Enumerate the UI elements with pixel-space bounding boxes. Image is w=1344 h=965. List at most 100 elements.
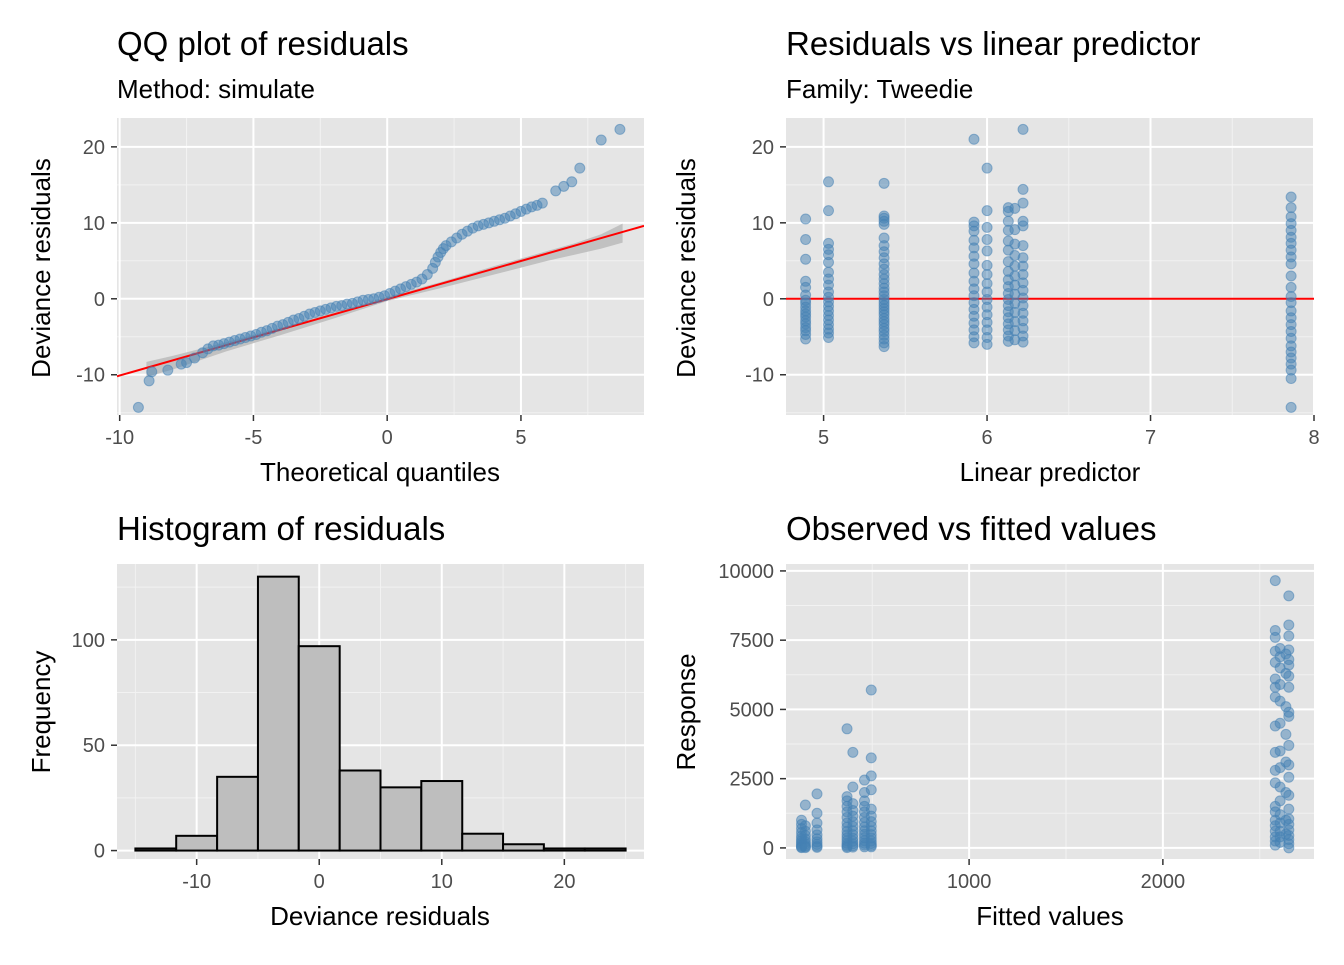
observed-fitted-point: [865, 784, 877, 796]
resid-linpred-x-tick-label: 7: [1145, 427, 1156, 449]
residuals-vs-linpred-plot-area: 5 6 7 8 -10 0 10 20: [745, 118, 1320, 449]
histogram-bar: [542, 847, 586, 852]
histogram-bar: [420, 780, 464, 852]
histogram-bar: [502, 843, 545, 852]
qq-y-tick-label: 20: [83, 137, 105, 159]
residual-point: [968, 337, 980, 349]
observed-fitted-point: [847, 841, 859, 853]
residual-point: [800, 333, 812, 345]
residual-point: [1285, 258, 1297, 270]
observed-fitted-point: [847, 781, 859, 793]
qq-y-tick-label: -10: [76, 365, 105, 387]
residual-point: [823, 256, 835, 268]
histogram-bar: [216, 775, 259, 852]
residual-point: [1285, 281, 1297, 293]
observed-fitted-point: [1280, 728, 1292, 740]
resid-linpred-y-tick-label: 20: [752, 137, 774, 159]
residual-point: [800, 234, 812, 246]
histogram-bar: [338, 769, 382, 852]
histogram-title: Histogram of residuals: [117, 510, 445, 547]
obs-fitted-x-tick-label: 1000: [947, 871, 992, 893]
observed-fitted-point: [1283, 739, 1295, 751]
residual-point: [981, 338, 993, 350]
qq-plot-y-axis-title: Deviance residuals: [26, 158, 56, 378]
residuals-vs-linpred-y-axis-title: Deviance residuals: [671, 158, 701, 378]
residual-point: [1285, 202, 1297, 214]
observed-fitted-point: [1274, 717, 1286, 729]
qq-point: [143, 375, 155, 387]
histogram-y-tick-label: 0: [94, 841, 105, 863]
qq-y-tick-label: 0: [94, 289, 105, 311]
resid-linpred-y-tick-label: 10: [752, 213, 774, 235]
qq-point: [189, 352, 201, 364]
observed-vs-fitted-x-axis-title: Fitted values: [976, 901, 1123, 931]
observed-fitted-point: [1274, 795, 1286, 807]
resid-linpred-x-tick-label: 8: [1308, 427, 1319, 449]
observed-fitted-point: [1283, 771, 1295, 783]
observed-fitted-point: [865, 841, 877, 853]
residuals-vs-linpred-x-axis-title: Linear predictor: [960, 457, 1141, 487]
residual-point: [823, 332, 835, 344]
observed-fitted-point: [841, 723, 853, 735]
histogram-bar: [134, 847, 178, 852]
qq-point: [162, 364, 174, 376]
resid-linpred-panel-background: [786, 118, 1314, 415]
observed-fitted-point: [865, 684, 877, 696]
observed-fitted-point: [1280, 648, 1292, 660]
observed-fitted-point: [1269, 575, 1281, 587]
qq-plot-panel: QQ plot of residuals Method: simulate -1…: [26, 25, 644, 487]
histogram-bar: [583, 847, 627, 852]
residual-point: [1009, 202, 1021, 214]
obs-fitted-y-tick-label: 7500: [730, 630, 775, 652]
residual-point: [1002, 215, 1014, 227]
observed-vs-fitted-y-axis-title: Response: [671, 653, 701, 770]
observed-fitted-point: [811, 807, 823, 819]
histogram-plot-area: -10 0 10 20 0 50 100: [72, 564, 644, 893]
obs-fitted-x-tick-label: 2000: [1141, 871, 1186, 893]
observed-fitted-point: [1283, 803, 1295, 815]
obs-fitted-y-tick-label: 0: [763, 838, 774, 860]
residual-point: [823, 205, 835, 217]
residual-point: [800, 253, 812, 265]
obs-fitted-y-tick-label: 2500: [730, 769, 775, 791]
residual-point: [968, 225, 980, 237]
residual-point: [1017, 336, 1029, 348]
observed-fitted-point: [1274, 745, 1286, 757]
observed-fitted-point: [1283, 681, 1295, 693]
histogram-bar: [297, 645, 341, 852]
observed-fitted-point: [1283, 630, 1295, 642]
histogram-x-tick-label: 0: [314, 871, 325, 893]
observed-fitted-point: [1280, 814, 1292, 826]
observed-fitted-point: [799, 799, 811, 811]
residual-point: [981, 268, 993, 280]
obs-fitted-data-layer: [796, 575, 1295, 854]
qq-panel-background: [117, 118, 644, 415]
histogram-x-tick-label: 10: [431, 871, 453, 893]
qq-y-tick-label: 10: [83, 213, 105, 235]
observed-fitted-point: [1283, 590, 1295, 602]
histogram-bar: [461, 832, 505, 852]
observed-fitted-point: [1283, 619, 1295, 631]
qq-data-layer: [117, 123, 644, 413]
residual-point: [968, 133, 980, 145]
qq-point: [614, 123, 626, 135]
qq-point: [566, 176, 578, 188]
observed-vs-fitted-title: Observed vs fitted values: [786, 510, 1157, 547]
qq-x-tick-label: 5: [515, 427, 526, 449]
histogram-bar: [256, 575, 300, 852]
observed-fitted-point: [811, 788, 823, 800]
residual-point: [1017, 240, 1029, 252]
observed-fitted-point: [1269, 631, 1281, 643]
observed-vs-fitted-plot-area: 1000 2000 0 2500 5000 7500 10000: [718, 561, 1314, 893]
observed-fitted-point: [1280, 787, 1292, 799]
residual-point: [1285, 270, 1297, 282]
histogram-x-tick-label: 20: [553, 871, 575, 893]
qq-point: [536, 197, 548, 209]
residual-point: [878, 177, 890, 189]
residual-point: [981, 221, 993, 233]
observed-fitted-point: [865, 770, 877, 782]
residual-point: [878, 218, 890, 230]
residual-point: [981, 205, 993, 217]
residual-point: [981, 162, 993, 174]
